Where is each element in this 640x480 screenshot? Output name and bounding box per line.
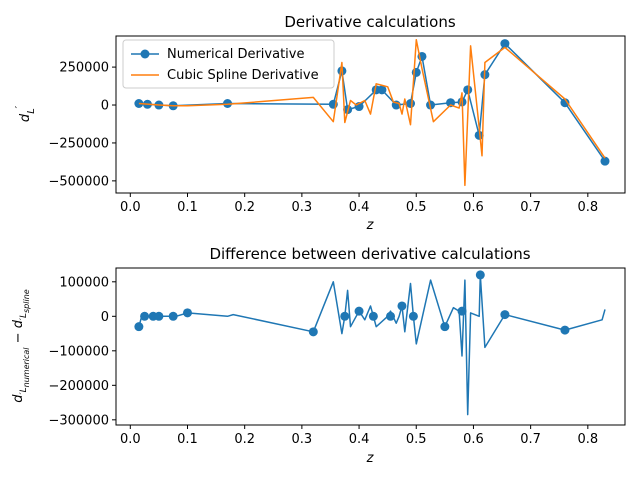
bottom-difference-point <box>182 308 192 318</box>
bottom-y-tick-label: −200000 <box>48 379 109 394</box>
top-x-tick-label: 0.2 <box>234 200 255 215</box>
top-series-numerical-derivative-point <box>474 130 484 140</box>
bottom-difference-point <box>386 311 396 321</box>
bottom-difference-point <box>500 310 510 320</box>
top-series-numerical-derivative-point <box>406 99 416 109</box>
top-y-tick-label: −500000 <box>48 174 109 189</box>
top-x-tick-label: 0.7 <box>520 200 541 215</box>
top-series-cubic-spline-derivative-line <box>138 39 606 187</box>
bottom-difference-point <box>397 301 407 311</box>
top-axes-frame <box>115 35 626 194</box>
top-x-tick-label: 0.0 <box>120 200 141 215</box>
top-y-ticks: −500000 −250000 0 250000 <box>48 61 116 189</box>
bottom-difference-point <box>368 311 378 321</box>
bottom-difference-point <box>134 322 144 332</box>
top-plot-area <box>134 39 610 187</box>
bottom-difference-point <box>408 311 418 321</box>
bottom-x-tick-label: 0.8 <box>577 432 598 447</box>
top-x-tick-label: 0.6 <box>463 200 484 215</box>
top-x-axis-label: z <box>366 218 375 233</box>
bottom-x-tick-label: 0.4 <box>349 432 370 447</box>
top-x-ticks: 0.0 0.1 0.2 0.3 0.4 0.5 0.6 0.7 0.8 <box>120 193 598 215</box>
bottom-difference-point <box>457 306 467 316</box>
top-chart-title: Derivative calculations <box>284 13 456 31</box>
legend-box <box>122 39 335 89</box>
top-x-tick-label: 0.1 <box>177 200 198 215</box>
top-series-numerical-derivative-point <box>463 85 473 95</box>
bottom-x-tick-label: 0.3 <box>292 432 313 447</box>
legend-numerical-label: Numerical Derivative <box>167 47 304 62</box>
top-y-tick-label: 0 <box>101 99 109 114</box>
bottom-difference-point <box>168 311 178 321</box>
top-series-numerical-derivative-point <box>223 99 233 109</box>
top-series-numerical-derivative-point <box>560 98 570 108</box>
bottom-difference-point <box>340 311 350 321</box>
top-series-numerical-derivative-point <box>600 156 610 166</box>
bottom-plot-area <box>134 270 606 416</box>
bottom-x-tick-label: 0.6 <box>463 432 484 447</box>
bottom-x-tick-label: 0.0 <box>120 432 141 447</box>
bottom-axes-frame <box>115 267 626 426</box>
bottom-x-axis-label: z <box>366 451 375 466</box>
top-subplot: Derivative calculations 0.0 0.1 0.2 0.3 0.4 0… <box>14 13 626 233</box>
bottom-x-tick-label: 0.1 <box>177 432 198 447</box>
top-series-numerical-derivative-point <box>411 67 421 77</box>
top-series-numerical-derivative-point <box>500 39 510 49</box>
bottom-difference-point <box>354 306 364 316</box>
bottom-difference-point <box>440 322 450 332</box>
bottom-chart-title: Difference between derivative calculatio… <box>209 245 530 263</box>
legend-spline-label: Cubic Spline Derivative <box>167 68 319 83</box>
top-x-tick-label: 0.8 <box>577 200 598 215</box>
bottom-y-tick-label: −100000 <box>48 344 109 359</box>
top-x-tick-label: 0.4 <box>349 200 370 215</box>
bottom-subplot: Difference between derivative calculatio… <box>11 245 626 466</box>
bottom-y-tick-label: 100000 <box>59 275 109 290</box>
top-y-tick-label: −250000 <box>48 136 109 151</box>
legend: Numerical Derivative Cubic Spline Deriva… <box>122 39 335 89</box>
bottom-y-ticks: −300000 −200000 −100000 0 100000 <box>48 275 116 428</box>
top-x-tick-label: 0.5 <box>406 200 427 215</box>
bottom-difference-point <box>560 325 570 335</box>
top-series-numerical-derivative-point <box>134 99 144 109</box>
bottom-y-tick-label: −300000 <box>48 413 109 428</box>
bottom-x-tick-label: 0.7 <box>520 432 541 447</box>
bottom-x-tick-label: 0.5 <box>406 432 427 447</box>
bottom-x-ticks: 0.0 0.1 0.2 0.3 0.4 0.5 0.6 0.7 0.8 <box>120 425 598 447</box>
bottom-difference-point <box>154 311 164 321</box>
bottom-difference-point <box>308 327 318 337</box>
bottom-difference-point <box>475 270 485 280</box>
top-y-tick-label: 250000 <box>59 61 109 76</box>
top-series-numerical-derivative-point <box>377 85 387 95</box>
top-x-tick-label: 0.3 <box>292 200 313 215</box>
bottom-difference-point <box>140 311 150 321</box>
legend-numerical-marker <box>140 49 150 59</box>
bottom-x-tick-label: 0.2 <box>234 432 255 447</box>
bottom-y-tick-label: 0 <box>101 310 109 325</box>
top-series-numerical-derivative-point <box>446 98 456 108</box>
